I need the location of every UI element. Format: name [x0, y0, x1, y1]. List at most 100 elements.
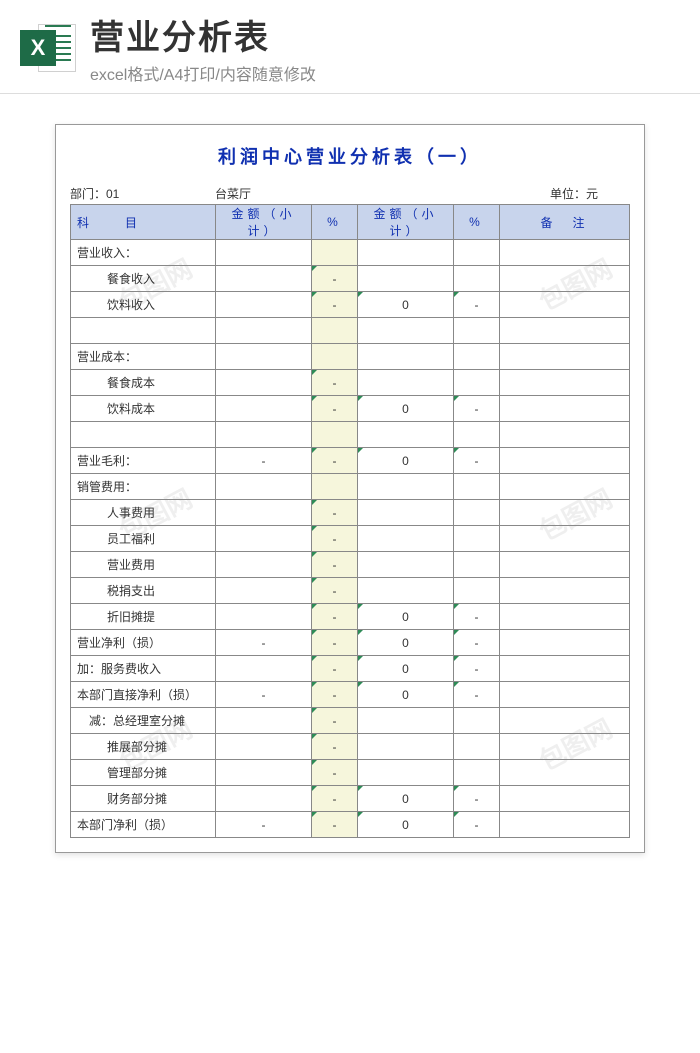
cell-pct2[interactable]: - — [454, 604, 500, 630]
cell-amount2[interactable] — [358, 578, 454, 604]
cell-pct2[interactable]: - — [454, 630, 500, 656]
cell-amount1[interactable] — [216, 604, 312, 630]
cell-pct1[interactable]: - — [312, 786, 358, 812]
cell-pct1[interactable]: - — [312, 760, 358, 786]
cell-subject[interactable]: 税捐支出 — [71, 578, 216, 604]
cell-amount1[interactable] — [216, 344, 312, 370]
cell-amount2[interactable]: 0 — [358, 292, 454, 318]
cell-pct2[interactable] — [454, 526, 500, 552]
cell-amount2[interactable] — [358, 708, 454, 734]
cell-amount2[interactable] — [358, 422, 454, 448]
cell-remark[interactable] — [500, 552, 630, 578]
cell-amount2[interactable]: 0 — [358, 396, 454, 422]
cell-amount2[interactable]: 0 — [358, 682, 454, 708]
cell-pct1[interactable] — [312, 240, 358, 266]
cell-subject[interactable]: 本部门净利（损） — [71, 812, 216, 838]
cell-amount2[interactable]: 0 — [358, 448, 454, 474]
cell-pct2[interactable]: - — [454, 682, 500, 708]
cell-pct1[interactable]: - — [312, 526, 358, 552]
cell-amount2[interactable] — [358, 474, 454, 500]
cell-amount2[interactable] — [358, 734, 454, 760]
cell-amount2[interactable]: 0 — [358, 786, 454, 812]
cell-remark[interactable] — [500, 760, 630, 786]
cell-remark[interactable] — [500, 786, 630, 812]
cell-pct1[interactable]: - — [312, 500, 358, 526]
cell-pct1[interactable]: - — [312, 292, 358, 318]
cell-remark[interactable] — [500, 370, 630, 396]
cell-amount1[interactable] — [216, 240, 312, 266]
cell-amount1[interactable] — [216, 474, 312, 500]
cell-remark[interactable] — [500, 578, 630, 604]
cell-pct1[interactable]: - — [312, 266, 358, 292]
cell-remark[interactable] — [500, 318, 630, 344]
cell-remark[interactable] — [500, 474, 630, 500]
cell-subject[interactable]: 财务部分摊 — [71, 786, 216, 812]
cell-pct1[interactable]: - — [312, 396, 358, 422]
cell-amount2[interactable] — [358, 318, 454, 344]
cell-subject[interactable]: 折旧摊提 — [71, 604, 216, 630]
cell-subject[interactable]: 饮料成本 — [71, 396, 216, 422]
cell-remark[interactable] — [500, 734, 630, 760]
cell-amount2[interactable]: 0 — [358, 656, 454, 682]
cell-remark[interactable] — [500, 292, 630, 318]
cell-amount1[interactable]: - — [216, 812, 312, 838]
cell-subject[interactable]: 加：服务费收入 — [71, 656, 216, 682]
cell-pct2[interactable] — [454, 370, 500, 396]
cell-pct2[interactable]: - — [454, 396, 500, 422]
cell-remark[interactable] — [500, 812, 630, 838]
cell-amount2[interactable]: 0 — [358, 812, 454, 838]
cell-amount2[interactable]: 0 — [358, 604, 454, 630]
cell-pct2[interactable] — [454, 578, 500, 604]
cell-subject[interactable]: 本部门直接净利（损） — [71, 682, 216, 708]
cell-subject[interactable] — [71, 422, 216, 448]
cell-amount2[interactable] — [358, 552, 454, 578]
cell-amount1[interactable]: - — [216, 682, 312, 708]
cell-pct2[interactable]: - — [454, 656, 500, 682]
cell-pct1[interactable]: - — [312, 604, 358, 630]
cell-amount2[interactable] — [358, 526, 454, 552]
cell-pct2[interactable]: - — [454, 812, 500, 838]
cell-remark[interactable] — [500, 630, 630, 656]
cell-subject[interactable] — [71, 318, 216, 344]
cell-amount1[interactable] — [216, 708, 312, 734]
cell-pct1[interactable]: - — [312, 682, 358, 708]
cell-subject[interactable]: 销管费用： — [71, 474, 216, 500]
cell-pct1[interactable]: - — [312, 630, 358, 656]
cell-amount2[interactable] — [358, 500, 454, 526]
cell-pct2[interactable] — [454, 734, 500, 760]
cell-amount2[interactable] — [358, 370, 454, 396]
cell-subject[interactable]: 餐食收入 — [71, 266, 216, 292]
cell-pct2[interactable] — [454, 318, 500, 344]
cell-subject[interactable]: 管理部分摊 — [71, 760, 216, 786]
cell-pct2[interactable] — [454, 552, 500, 578]
cell-subject[interactable]: 营业净利（损） — [71, 630, 216, 656]
cell-subject[interactable]: 员工福利 — [71, 526, 216, 552]
cell-subject[interactable]: 减：总经理室分摊 — [71, 708, 216, 734]
cell-remark[interactable] — [500, 708, 630, 734]
cell-amount2[interactable] — [358, 344, 454, 370]
cell-pct1[interactable] — [312, 422, 358, 448]
cell-pct1[interactable]: - — [312, 448, 358, 474]
cell-remark[interactable] — [500, 422, 630, 448]
cell-remark[interactable] — [500, 500, 630, 526]
cell-pct2[interactable] — [454, 760, 500, 786]
cell-remark[interactable] — [500, 344, 630, 370]
cell-amount1[interactable] — [216, 526, 312, 552]
cell-pct1[interactable]: - — [312, 578, 358, 604]
cell-pct2[interactable] — [454, 422, 500, 448]
cell-amount1[interactable]: - — [216, 448, 312, 474]
cell-pct2[interactable] — [454, 344, 500, 370]
cell-amount1[interactable] — [216, 656, 312, 682]
cell-pct1[interactable]: - — [312, 656, 358, 682]
cell-subject[interactable]: 饮料收入 — [71, 292, 216, 318]
cell-subject[interactable]: 营业收入： — [71, 240, 216, 266]
cell-amount2[interactable] — [358, 266, 454, 292]
cell-remark[interactable] — [500, 526, 630, 552]
cell-remark[interactable] — [500, 266, 630, 292]
cell-subject[interactable]: 营业成本： — [71, 344, 216, 370]
cell-pct2[interactable] — [454, 708, 500, 734]
cell-remark[interactable] — [500, 396, 630, 422]
cell-pct1[interactable]: - — [312, 552, 358, 578]
cell-amount2[interactable] — [358, 760, 454, 786]
cell-pct2[interactable] — [454, 266, 500, 292]
